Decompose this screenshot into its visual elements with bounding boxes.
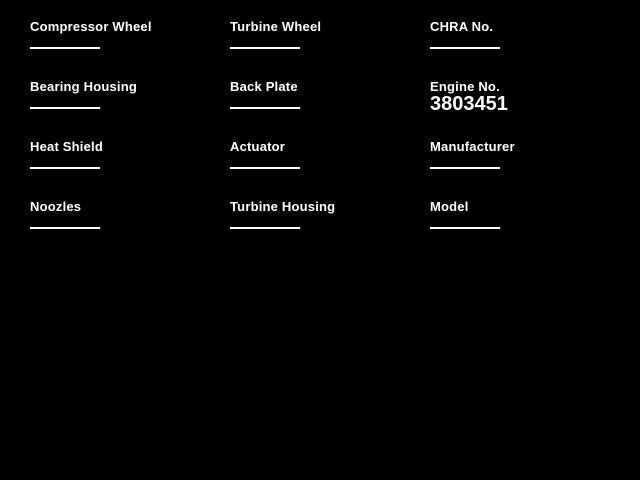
engine-no-label: Engine No. — [430, 79, 500, 94]
model-label: Model — [430, 199, 469, 214]
field-compressor-wheel: Compressor Wheel — [30, 20, 220, 49]
field-bearing-housing: Bearing Housing — [30, 80, 220, 109]
turbine-wheel-label: Turbine Wheel — [230, 19, 322, 34]
field-heat-shield: Heat Shield — [30, 140, 220, 169]
compressor-wheel-input[interactable] — [30, 47, 100, 49]
field-turbine-housing: Turbine Housing — [230, 200, 420, 229]
turbine-housing-input[interactable] — [230, 227, 300, 229]
engine-no-value[interactable]: 3803451 — [430, 93, 508, 115]
manufacturer-input[interactable] — [430, 167, 500, 169]
noozles-input[interactable] — [30, 227, 100, 229]
field-engine-no: Engine No. 3803451 — [430, 79, 620, 115]
model-input[interactable] — [430, 227, 500, 229]
bearing-housing-label: Bearing Housing — [30, 79, 138, 94]
field-chra-no: CHRA No. — [430, 20, 620, 49]
heat-shield-label: Heat Shield — [30, 139, 103, 154]
field-model: Model — [430, 200, 620, 229]
chra-no-input[interactable] — [430, 47, 500, 49]
actuator-input[interactable] — [230, 167, 300, 169]
field-turbine-wheel: Turbine Wheel — [230, 20, 420, 49]
manufacturer-label: Manufacturer — [430, 139, 515, 154]
field-manufacturer: Manufacturer — [430, 140, 620, 169]
back-plate-input[interactable] — [230, 107, 300, 109]
chra-no-label: CHRA No. — [430, 19, 494, 34]
field-actuator: Actuator — [230, 140, 420, 169]
back-plate-label: Back Plate — [230, 79, 298, 94]
turbine-wheel-input[interactable] — [230, 47, 300, 49]
field-back-plate: Back Plate — [230, 80, 420, 109]
heat-shield-input[interactable] — [30, 167, 100, 169]
compressor-wheel-label: Compressor Wheel — [30, 19, 152, 34]
turbine-housing-label: Turbine Housing — [230, 199, 336, 214]
actuator-label: Actuator — [230, 139, 286, 154]
noozles-label: Noozles — [30, 199, 82, 214]
bearing-housing-input[interactable] — [30, 107, 100, 109]
field-noozles: Noozles — [30, 200, 220, 229]
